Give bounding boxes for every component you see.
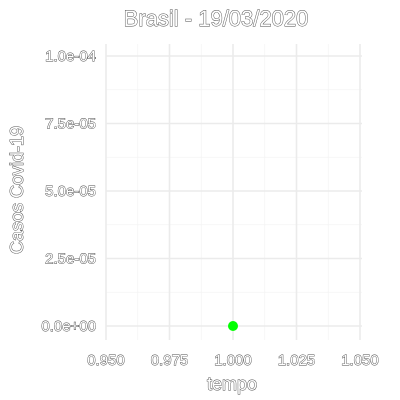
chart-title: Brasil - 19/03/2020: [124, 6, 309, 31]
data-point: [228, 321, 238, 331]
y-tick-label: 7.5e-05: [45, 116, 96, 133]
data-points: [228, 321, 238, 331]
x-tick-label: 0.950: [87, 352, 125, 369]
x-tick-label: 1.025: [278, 352, 316, 369]
x-tick-label: 0.975: [151, 352, 189, 369]
y-axis-title: Casos Covid-19: [7, 126, 27, 254]
x-axis-title: tempo: [207, 374, 257, 394]
y-tick-label: 0.0e+00: [41, 318, 96, 335]
y-tick-label: 1.0e-04: [45, 48, 96, 65]
y-tick-label: 2.5e-05: [45, 251, 96, 268]
y-tick-label: 5.0e-05: [45, 183, 96, 200]
x-tick-label: 1.000: [214, 352, 252, 369]
x-tick-label: 1.050: [341, 352, 379, 369]
